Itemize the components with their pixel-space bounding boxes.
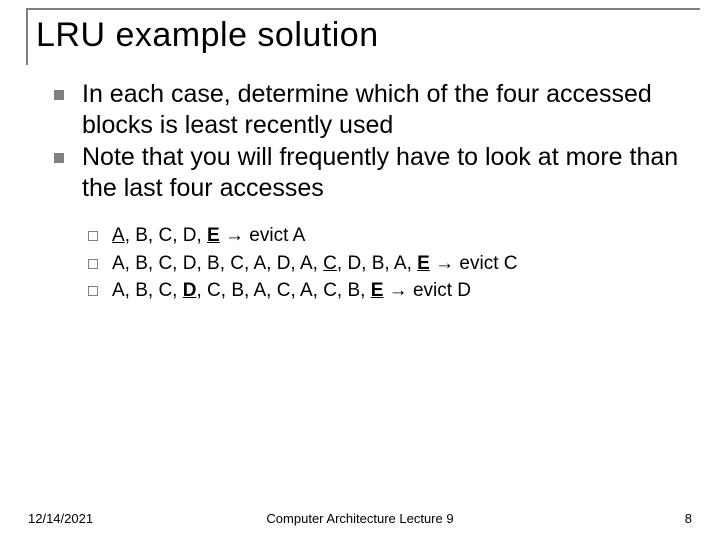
- sequence-segment: → evict C: [430, 253, 518, 274]
- sequence-segment: A, B, C,: [112, 280, 183, 301]
- sequence-segment: A: [112, 225, 125, 246]
- sequence-segment: A, B, C, D, B, C, A, D, A,: [112, 253, 323, 274]
- sequence-segment: C: [323, 253, 337, 274]
- slide-title: LRU example solution: [36, 16, 700, 55]
- sequence-segment: → evict A: [220, 225, 306, 246]
- footer-center: Computer Architecture Lecture 9: [266, 511, 453, 526]
- sequence-segment: E: [207, 225, 220, 246]
- sequence-segment: E: [417, 253, 430, 274]
- bullet-lvl1: Note that you will frequently have to lo…: [48, 142, 700, 205]
- footer-page-number: 8: [685, 511, 692, 526]
- title-container: LRU example solution: [26, 8, 700, 65]
- slide: LRU example solution In each case, deter…: [0, 0, 720, 540]
- slide-footer: 12/14/2021 Computer Architecture Lecture…: [0, 511, 720, 526]
- example-item: A, B, C, D, C, B, A, C, A, C, B, E → evi…: [84, 277, 700, 305]
- sequence-segment: D: [183, 280, 197, 301]
- sequence-segment: → evict D: [383, 280, 471, 301]
- footer-date: 12/14/2021: [28, 511, 93, 526]
- slide-body: In each case, determine which of the fou…: [20, 79, 700, 305]
- sequence-segment: , B, C, D,: [125, 225, 207, 246]
- bullet-lvl1: In each case, determine which of the fou…: [48, 79, 700, 142]
- bullet-list-lvl1: In each case, determine which of the fou…: [48, 79, 700, 204]
- example-item: A, B, C, D, E → evict A: [84, 222, 700, 250]
- sequence-segment: E: [371, 280, 384, 301]
- sequence-segment: , D, B, A,: [337, 253, 417, 274]
- example-item: A, B, C, D, B, C, A, D, A, C, D, B, A, E…: [84, 250, 700, 278]
- sequence-segment: , C, B, A, C, A, C, B,: [196, 280, 370, 301]
- bullet-list-lvl2: A, B, C, D, E → evict A A, B, C, D, B, C…: [48, 222, 700, 305]
